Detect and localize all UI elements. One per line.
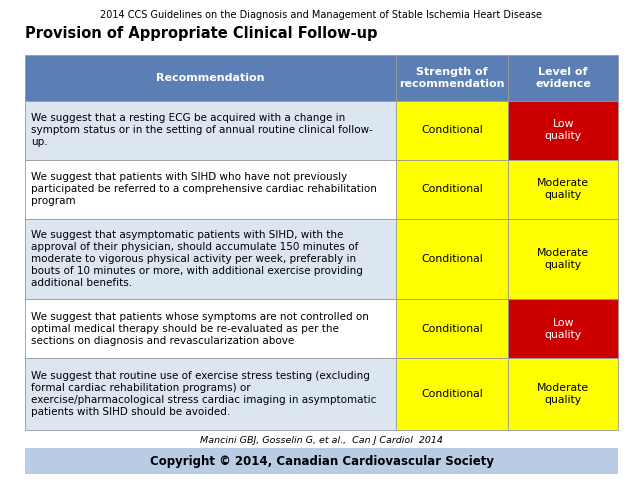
Text: Strength of
recommendation: Strength of recommendation bbox=[399, 67, 505, 89]
Bar bbox=[396, 358, 508, 430]
Text: Copyright © 2014, Canadian Cardiovascular Society: Copyright © 2014, Canadian Cardiovascula… bbox=[149, 455, 494, 468]
Bar bbox=[396, 55, 508, 101]
Text: Moderate
quality: Moderate quality bbox=[537, 178, 590, 200]
Bar bbox=[396, 218, 508, 299]
Bar bbox=[396, 101, 508, 160]
Bar bbox=[508, 299, 618, 358]
Text: We suggest that patients whose symptoms are not controlled on
optimal medical th: We suggest that patients whose symptoms … bbox=[31, 312, 369, 346]
Text: Conditional: Conditional bbox=[421, 184, 483, 194]
Bar bbox=[396, 299, 508, 358]
Bar bbox=[508, 218, 618, 299]
Text: Moderate
quality: Moderate quality bbox=[537, 248, 590, 270]
Text: Recommendation: Recommendation bbox=[156, 73, 265, 83]
Text: Conditional: Conditional bbox=[421, 125, 483, 135]
Text: Conditional: Conditional bbox=[421, 389, 483, 399]
Bar bbox=[25, 55, 396, 101]
Text: We suggest that routine use of exercise stress testing (excluding
formal cardiac: We suggest that routine use of exercise … bbox=[31, 371, 376, 417]
Bar bbox=[508, 160, 618, 218]
Text: Conditional: Conditional bbox=[421, 254, 483, 264]
Text: We suggest that asymptomatic patients with SIHD, with the
approval of their phys: We suggest that asymptomatic patients wi… bbox=[31, 230, 363, 288]
Bar bbox=[25, 448, 618, 474]
Text: 2014 CCS Guidelines on the Diagnosis and Management of Stable Ischemia Heart Dis: 2014 CCS Guidelines on the Diagnosis and… bbox=[101, 10, 542, 20]
Bar bbox=[25, 358, 396, 430]
Text: Conditional: Conditional bbox=[421, 324, 483, 333]
Bar bbox=[25, 299, 396, 358]
Text: Mancini GBJ, Gosselin G, et al.,  Can J Cardiol  2014: Mancini GBJ, Gosselin G, et al., Can J C… bbox=[200, 436, 443, 445]
Text: We suggest that a resting ECG be acquired with a change in
symptom status or in : We suggest that a resting ECG be acquire… bbox=[31, 113, 373, 147]
Bar bbox=[396, 160, 508, 218]
Bar bbox=[25, 101, 396, 160]
Text: Moderate
quality: Moderate quality bbox=[537, 383, 590, 405]
Bar bbox=[508, 101, 618, 160]
Text: Level of
evidence: Level of evidence bbox=[535, 67, 591, 89]
Text: Low
quality: Low quality bbox=[545, 318, 582, 340]
Bar bbox=[25, 218, 396, 299]
Bar bbox=[508, 55, 618, 101]
Text: Provision of Appropriate Clinical Follow-up: Provision of Appropriate Clinical Follow… bbox=[25, 26, 378, 41]
Bar bbox=[508, 358, 618, 430]
Text: Low
quality: Low quality bbox=[545, 119, 582, 141]
Bar bbox=[25, 160, 396, 218]
Text: We suggest that patients with SIHD who have not previously
participated be refer: We suggest that patients with SIHD who h… bbox=[31, 172, 377, 206]
